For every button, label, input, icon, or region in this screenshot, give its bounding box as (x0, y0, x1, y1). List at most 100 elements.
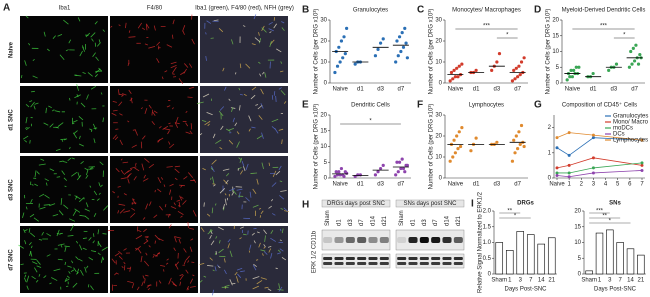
texture (178, 238, 181, 244)
texture (93, 190, 98, 196)
texture (276, 48, 282, 53)
chart-title: Dendritic Cells (351, 103, 390, 109)
texture (119, 113, 123, 116)
significance: *** (600, 24, 608, 30)
texture (148, 104, 152, 109)
texture (178, 201, 181, 208)
texture (24, 139, 28, 143)
texture (87, 284, 90, 288)
texture (223, 258, 226, 263)
texture (230, 107, 236, 109)
y-tick-label: 10 (435, 155, 442, 161)
data-point (376, 47, 380, 52)
texture (189, 246, 193, 252)
x-tick-label: Naive (332, 87, 348, 93)
legend-label: Lymphocytes (613, 138, 648, 144)
data-point (474, 136, 478, 140)
y-tick-label: 20 (320, 113, 327, 119)
texture (271, 199, 274, 202)
x-tick-label: 3 (592, 182, 596, 188)
texture (236, 141, 240, 148)
data-point (341, 56, 345, 60)
texture (174, 236, 177, 243)
series-marker (555, 173, 559, 177)
texture (111, 112, 117, 116)
data-point (399, 49, 403, 54)
texture (158, 126, 162, 129)
texture (137, 22, 143, 29)
texture (114, 252, 120, 257)
texture (218, 28, 224, 33)
texture (241, 160, 245, 167)
texture (44, 194, 50, 199)
data-point (452, 68, 456, 72)
texture (31, 275, 36, 280)
data-point (522, 56, 526, 60)
texture (192, 274, 195, 277)
texture (46, 48, 50, 52)
texture (112, 134, 117, 140)
texture (143, 260, 150, 267)
texture (227, 238, 231, 243)
texture (256, 178, 259, 185)
texture (118, 203, 126, 206)
texture (64, 138, 68, 141)
texture (169, 183, 174, 187)
texture (64, 185, 67, 188)
x-tick-label: d7 (398, 87, 405, 93)
texture (134, 167, 140, 172)
texture (270, 237, 276, 242)
texture (283, 101, 287, 104)
band (357, 237, 367, 243)
texture (36, 259, 41, 265)
texture (224, 284, 230, 288)
texture (279, 70, 284, 73)
texture (258, 115, 263, 120)
data-point (333, 174, 337, 179)
significance: ** (602, 214, 607, 220)
texture (239, 170, 244, 175)
y-tick-label: 10 (320, 144, 327, 150)
texture (180, 215, 183, 218)
data-point (376, 170, 380, 174)
row-label: d1 SNC (9, 109, 15, 131)
texture (64, 261, 67, 266)
panel-label: G (534, 100, 542, 111)
data-point (394, 60, 398, 64)
y-tick-label: 15 (320, 128, 327, 134)
texture (121, 94, 124, 97)
series-line (556, 132, 643, 141)
texture (214, 203, 217, 206)
y-tick-label: 10 (574, 240, 581, 246)
texture (224, 198, 227, 206)
texture (131, 144, 137, 148)
band (397, 257, 407, 260)
texture (148, 163, 155, 169)
blot-title: DRGs days post SNC (327, 201, 386, 207)
texture (141, 163, 145, 171)
y-tick-label: 2.0 (483, 209, 492, 215)
texture (82, 72, 86, 75)
texture (112, 100, 117, 103)
texture (25, 206, 28, 210)
y-tick-label: 1.0 (483, 240, 492, 246)
texture (275, 95, 277, 102)
texture (272, 213, 276, 216)
texture (207, 265, 214, 267)
data-point (396, 170, 400, 174)
texture (70, 269, 75, 273)
texture (273, 91, 276, 96)
texture (72, 282, 78, 288)
y-tick-label: 0 (548, 176, 552, 182)
y-tick-label: 10 (435, 60, 442, 66)
texture (132, 199, 137, 205)
texture (34, 183, 39, 187)
texture (76, 268, 80, 275)
texture (271, 126, 276, 130)
texture (206, 213, 211, 217)
texture (222, 168, 230, 171)
texture (77, 17, 81, 22)
texture (218, 266, 221, 268)
texture (29, 213, 35, 218)
texture (168, 141, 171, 145)
